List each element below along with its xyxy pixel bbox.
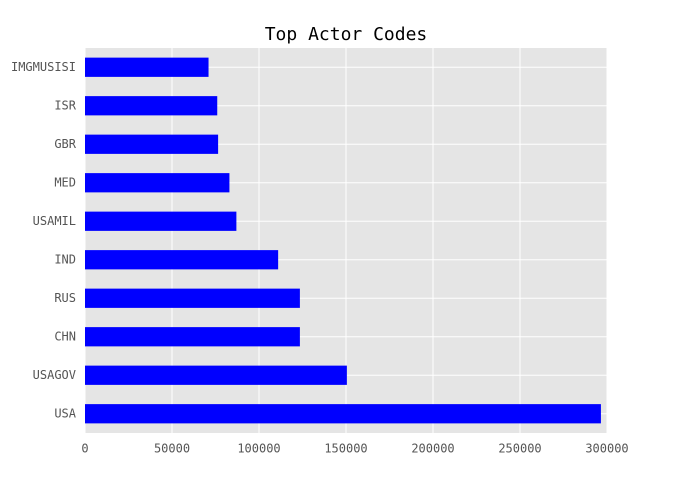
- y-tick-label: IMGMUSISI: [11, 60, 76, 74]
- bar: [85, 327, 300, 347]
- bar: [85, 96, 218, 116]
- bar: [85, 211, 237, 231]
- y-tick-label: GBR: [54, 137, 76, 151]
- bar: [85, 365, 347, 385]
- y-tick-label: ISR: [54, 98, 76, 112]
- bar: [85, 404, 601, 424]
- x-tick-label: 150000: [324, 442, 367, 456]
- y-tick-label: CHN: [54, 329, 76, 343]
- y-tick-label: USAMIL: [33, 214, 76, 228]
- x-tick-label: 0: [81, 442, 88, 456]
- bar: [85, 288, 300, 308]
- x-tick-label: 300000: [585, 442, 628, 456]
- y-tick-label: MED: [54, 175, 76, 189]
- x-tick-label: 200000: [411, 442, 454, 456]
- y-tick-label: RUS: [54, 291, 76, 305]
- bar: [85, 57, 209, 77]
- y-tick-label: USAGOV: [33, 368, 76, 382]
- x-tick-label: 250000: [498, 442, 541, 456]
- bar: [85, 250, 279, 270]
- bar: [85, 173, 230, 193]
- x-tick-label: 50000: [154, 442, 190, 456]
- bar: [85, 134, 219, 154]
- y-tick-label: USA: [54, 406, 76, 420]
- y-tick-label: IND: [54, 252, 76, 266]
- chart-title: Top Actor Codes: [265, 24, 428, 45]
- x-tick-label: 100000: [237, 442, 280, 456]
